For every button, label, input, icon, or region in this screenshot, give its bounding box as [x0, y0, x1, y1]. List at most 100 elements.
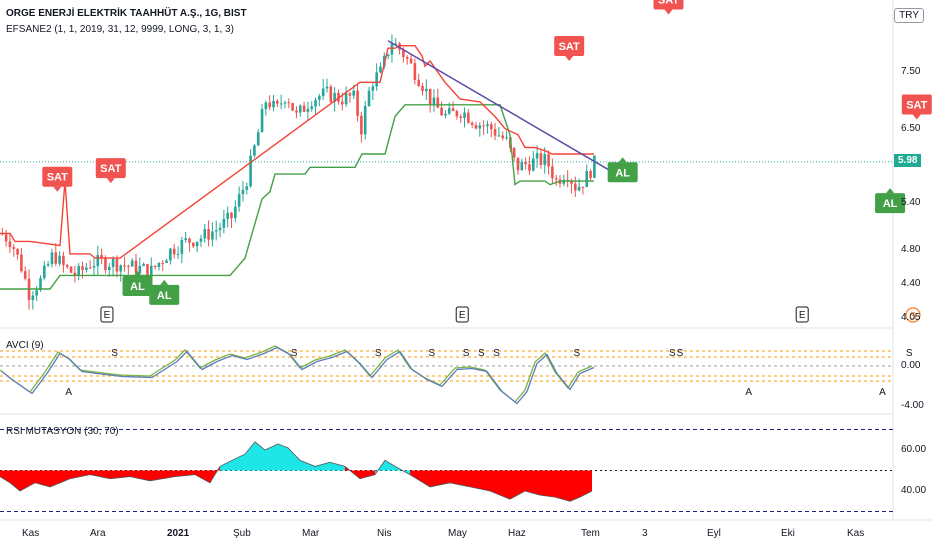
- earnings-event-text: E: [799, 310, 806, 321]
- rsi-fill-segment: [540, 470, 555, 498]
- currency-badge[interactable]: TRY: [894, 8, 924, 23]
- candle: [474, 124, 478, 129]
- candle: [226, 212, 229, 219]
- avci-y-tick: 0.00: [901, 360, 921, 371]
- candle: [375, 72, 378, 87]
- x-tick: 3: [642, 528, 648, 539]
- main-y-tick: 4.40: [901, 278, 921, 290]
- al-signal-pointer: [618, 157, 627, 163]
- candle: [535, 153, 539, 159]
- split-event-text: S: [910, 311, 917, 322]
- sat-signal: SAT: [95, 158, 126, 184]
- al-signal-box: [607, 162, 638, 183]
- candle: [436, 97, 440, 108]
- avci-sell-marker: S: [291, 348, 298, 359]
- sat-signal-box: [95, 158, 126, 179]
- candle: [111, 258, 115, 267]
- rsi-fill-segment: [195, 470, 210, 483]
- candle: [115, 258, 119, 272]
- candle: [153, 265, 157, 267]
- candle: [512, 147, 516, 158]
- sat-signal-box: [653, 0, 684, 10]
- candle: [119, 265, 123, 272]
- candle: [295, 110, 298, 113]
- candle: [77, 266, 80, 276]
- candle: [188, 238, 191, 243]
- candle: [589, 170, 592, 178]
- candle: [39, 278, 42, 291]
- candle: [12, 247, 16, 249]
- sat-signal-pointer: [53, 186, 62, 192]
- rsi-fill-segment: [255, 441, 265, 471]
- avci-sell-marker: S: [669, 348, 676, 359]
- candle: [329, 86, 333, 102]
- al-signal-text: AL: [883, 198, 898, 210]
- candle: [516, 157, 520, 171]
- candle: [302, 105, 306, 112]
- sat-signal-pointer: [106, 178, 115, 184]
- sat-signal-box: [554, 35, 585, 56]
- rsi-fill-segment: [300, 460, 315, 471]
- candle: [306, 108, 310, 112]
- al-signal-box: [122, 276, 153, 297]
- x-tick: Kas: [22, 528, 40, 539]
- candle: [127, 265, 130, 267]
- earnings-event-box: [100, 306, 114, 323]
- x-tick: May: [448, 528, 467, 539]
- candle: [100, 254, 103, 259]
- rsi-fill-segment: [385, 460, 395, 471]
- candle: [371, 86, 375, 91]
- avci-main-line: [1, 346, 595, 405]
- candle: [440, 107, 443, 116]
- candle: [547, 154, 550, 167]
- candle: [379, 66, 382, 73]
- candle: [363, 106, 367, 135]
- candle: [486, 124, 489, 127]
- rsi-fill-segment: [150, 470, 175, 481]
- rsi-fill-segment: [490, 470, 510, 500]
- candle: [287, 102, 291, 104]
- al-signal-text: AL: [615, 167, 630, 179]
- candle: [54, 252, 58, 264]
- candle: [405, 57, 409, 59]
- sat-signal-box: [42, 166, 73, 187]
- candle: [104, 258, 107, 271]
- sat-signal: SAT: [42, 166, 73, 192]
- candle: [279, 103, 283, 105]
- candle: [463, 112, 466, 118]
- candle: [493, 129, 497, 136]
- rsi-fill-segment: [430, 470, 450, 487]
- x-tick: Eki: [781, 528, 795, 539]
- rsi-title: RSI MUTASYON (30, 70): [6, 426, 119, 437]
- candle: [88, 267, 92, 269]
- rsi-fill-segment: [90, 470, 110, 479]
- sat-signal-box: [901, 94, 932, 115]
- candle: [344, 93, 348, 105]
- candle: [314, 99, 317, 107]
- last-price-tag: 5.98: [894, 154, 922, 167]
- candle: [574, 183, 577, 191]
- candle: [593, 155, 596, 178]
- candle: [218, 227, 222, 231]
- candle: [394, 43, 398, 45]
- al-signal-text: AL: [130, 281, 145, 293]
- candle: [134, 260, 138, 274]
- candle: [455, 110, 459, 117]
- rsi-fill-segment: [265, 443, 278, 471]
- rsi-fill-segment: [510, 470, 525, 500]
- candle: [195, 241, 199, 247]
- candle: [585, 170, 589, 187]
- candle: [16, 248, 19, 255]
- sat-signal-pointer: [664, 9, 673, 15]
- earnings-event: E: [795, 306, 809, 323]
- rsi-y-tick: 40.00: [901, 485, 927, 496]
- rsi-fill-segment: [580, 470, 592, 498]
- candle: [184, 238, 187, 241]
- candle: [4, 234, 8, 242]
- earnings-event-box: [455, 306, 469, 323]
- candle: [409, 58, 413, 64]
- rsi-fill-segment: [315, 462, 330, 471]
- candle: [505, 137, 508, 139]
